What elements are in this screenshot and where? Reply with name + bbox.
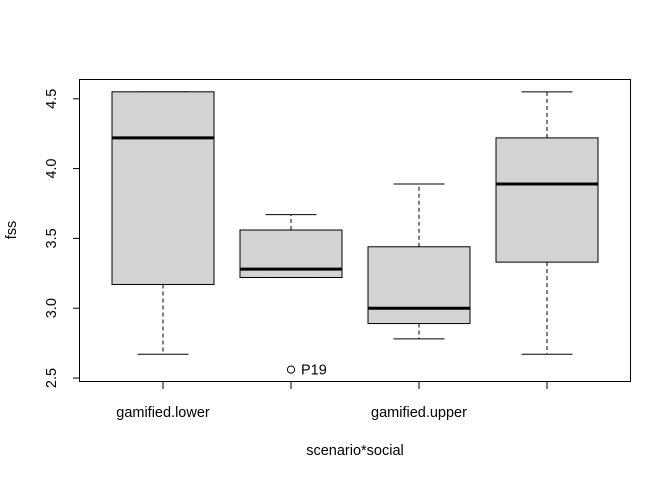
y-tick-label: 3.5 <box>44 228 60 248</box>
box-iqr <box>111 91 215 285</box>
outlier-label: P19 <box>301 363 327 379</box>
x-tick-label: gamified.lower <box>116 405 210 421</box>
y-axis-label: fss <box>4 221 20 240</box>
y-tick-label: 3.0 <box>44 298 60 318</box>
x-axis-label: scenario*social <box>306 443 404 459</box>
x-axis: gamified.lower gamified.upper <box>116 381 548 421</box>
box-group-1 <box>111 91 215 355</box>
box-iqr <box>495 137 599 263</box>
y-tick-label: 4.5 <box>44 89 60 109</box>
box-group-4 <box>495 91 599 355</box>
box-group-2: P19 <box>239 214 343 379</box>
outlier-point <box>286 365 296 374</box>
box-iqr <box>367 246 471 325</box>
y-tick-label: 2.5 <box>44 368 60 388</box>
y-axis: 2.5 3.0 3.5 4.0 4.5 <box>44 89 80 388</box>
box-group-3 <box>367 183 471 340</box>
y-tick-label: 4.0 <box>44 159 60 179</box>
boxes-layer: P19 <box>111 91 599 379</box>
x-tick-label: gamified.upper <box>371 405 467 421</box>
